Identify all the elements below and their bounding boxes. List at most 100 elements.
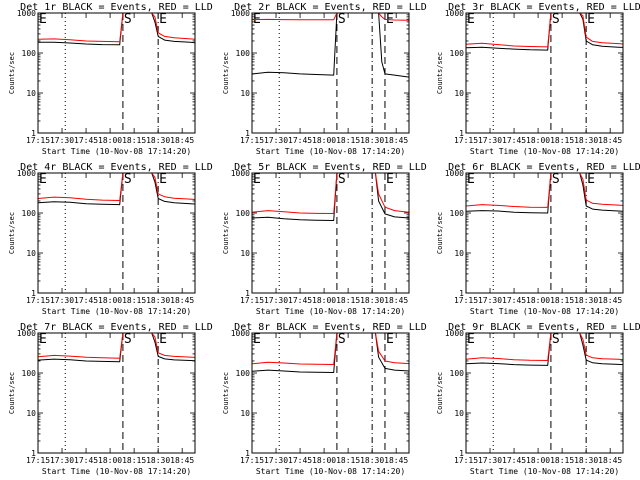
- y-axis-label: Counts/sec: [8, 372, 16, 414]
- x-axis-label: Start Time (10-Nov-08 17:14:20): [42, 147, 191, 156]
- x-tick-label: 17:15: [26, 296, 50, 305]
- x-tick-label: 18:00: [98, 296, 122, 305]
- panel-title: Det 9r BLACK = Events, RED = LLD: [448, 322, 640, 333]
- y-tick-label: 1: [459, 289, 464, 298]
- x-tick-label: 17:30: [50, 136, 74, 145]
- y-tick-label: 1000: [17, 9, 36, 18]
- y-tick-label: 1: [245, 289, 250, 298]
- detector-panel: Det 5r BLACK = Events, RED = LLD Counts/s…: [222, 162, 427, 316]
- x-tick-label: 17:15: [454, 456, 478, 465]
- event-marker-label: E: [159, 332, 167, 347]
- detector-panel: Det 9r BLACK = Events, RED = LLD Counts/s…: [436, 322, 640, 476]
- x-tick-label: 17:45: [74, 456, 98, 465]
- x-tick-label: 18:45: [170, 296, 194, 305]
- detector-panel: Det 2r BLACK = Events, RED = LLD Counts/s…: [222, 2, 427, 156]
- detector-panel: Det 6r BLACK = Events, RED = LLD Counts/s…: [436, 162, 640, 316]
- x-axis-label: Start Time (10-Nov-08 17:14:20): [470, 307, 619, 316]
- x-tick-label: 17:45: [502, 296, 526, 305]
- x-tick-label: 18:45: [170, 456, 194, 465]
- lld-series-line: [465, 172, 624, 208]
- x-tick-label: 17:45: [288, 456, 312, 465]
- y-tick-label: 1: [31, 449, 36, 458]
- y-tick-label: 1: [245, 129, 250, 138]
- plot-frame: [465, 172, 624, 294]
- x-tick-label: 17:30: [478, 136, 502, 145]
- y-tick-label: 10: [454, 409, 464, 418]
- x-tick-label: 17:45: [74, 296, 98, 305]
- event-marker-label: E: [587, 172, 595, 187]
- x-tick-label: 18:00: [312, 456, 336, 465]
- x-tick-label: 18:30: [574, 136, 598, 145]
- x-tick-label: 18:45: [598, 296, 622, 305]
- y-tick-label: 1: [245, 449, 250, 458]
- y-tick-label: 10: [454, 249, 464, 258]
- plot-frame: [37, 172, 196, 294]
- event-marker-label: S: [124, 332, 132, 347]
- x-tick-label: 18:00: [526, 136, 550, 145]
- lld-series-line: [37, 12, 196, 43]
- lld-series-line: [465, 332, 624, 361]
- plot-frame: [465, 332, 624, 454]
- x-tick-label: 18:15: [122, 456, 146, 465]
- x-tick-label: 17:30: [264, 136, 288, 145]
- y-tick-label: 100: [236, 49, 251, 58]
- y-tick-label: 1000: [445, 169, 464, 178]
- x-tick-label: 18:30: [574, 296, 598, 305]
- event-marker-label: S: [552, 332, 560, 347]
- events-series-line: [37, 172, 196, 206]
- y-tick-label: 100: [236, 369, 251, 378]
- x-tick-label: 17:15: [240, 136, 264, 145]
- y-tick-label: 1000: [231, 9, 250, 18]
- event-marker-label: E: [467, 172, 475, 187]
- x-axis-label: Start Time (10-Nov-08 17:14:20): [470, 467, 619, 476]
- panel-title: Det 4r BLACK = Events, RED = LLD: [20, 162, 213, 173]
- x-tick-label: 17:30: [478, 456, 502, 465]
- x-tick-label: 17:30: [478, 296, 502, 305]
- detector-panel: Det 7r BLACK = Events, RED = LLD Counts/s…: [8, 322, 213, 476]
- x-tick-label: 18:00: [312, 136, 336, 145]
- x-tick-label: 18:00: [312, 296, 336, 305]
- y-tick-label: 10: [454, 89, 464, 98]
- event-marker-label: S: [338, 332, 346, 347]
- panel-title: Det 2r BLACK = Events, RED = LLD: [234, 2, 427, 13]
- event-marker-label: E: [39, 12, 47, 27]
- events-series-line: [465, 12, 624, 51]
- event-marker-label: S: [124, 172, 132, 187]
- y-tick-label: 100: [236, 209, 251, 218]
- y-tick-label: 10: [240, 249, 250, 258]
- event-marker-label: E: [467, 12, 475, 27]
- event-marker-label: E: [159, 172, 167, 187]
- x-tick-label: 18:00: [526, 296, 550, 305]
- x-tick-label: 18:15: [550, 456, 574, 465]
- panel-title: Det 5r BLACK = Events, RED = LLD: [234, 162, 427, 173]
- y-tick-label: 100: [22, 49, 37, 58]
- panel-title: Det 3r BLACK = Events, RED = LLD: [448, 2, 640, 13]
- x-tick-label: 17:15: [240, 296, 264, 305]
- x-tick-label: 17:30: [50, 296, 74, 305]
- x-tick-label: 18:45: [384, 456, 408, 465]
- x-tick-label: 18:15: [336, 136, 360, 145]
- x-axis-label: Start Time (10-Nov-08 17:14:20): [256, 147, 405, 156]
- event-marker-label: E: [386, 172, 394, 187]
- plot-frame: [465, 12, 624, 134]
- x-tick-label: 18:15: [122, 136, 146, 145]
- event-marker-label: E: [253, 332, 261, 347]
- event-marker-label: S: [552, 172, 560, 187]
- x-tick-label: 17:30: [50, 456, 74, 465]
- panel-title: Det 6r BLACK = Events, RED = LLD: [448, 162, 640, 173]
- y-tick-label: 100: [22, 209, 37, 218]
- y-axis-label: Counts/sec: [8, 52, 16, 94]
- event-marker-label: S: [338, 172, 346, 187]
- event-marker-label: E: [253, 172, 261, 187]
- plot-frame: [37, 12, 196, 134]
- detector-panel: Det 8r BLACK = Events, RED = LLD Counts/s…: [222, 322, 427, 476]
- y-tick-label: 10: [26, 249, 36, 258]
- x-tick-label: 18:15: [550, 136, 574, 145]
- x-tick-label: 18:45: [598, 136, 622, 145]
- lld-series-line: [465, 12, 624, 48]
- y-tick-label: 100: [22, 369, 37, 378]
- event-marker-label: E: [587, 12, 595, 27]
- detector-panel: Det 3r BLACK = Events, RED = LLD Counts/s…: [436, 2, 640, 156]
- event-marker-label: E: [159, 12, 167, 27]
